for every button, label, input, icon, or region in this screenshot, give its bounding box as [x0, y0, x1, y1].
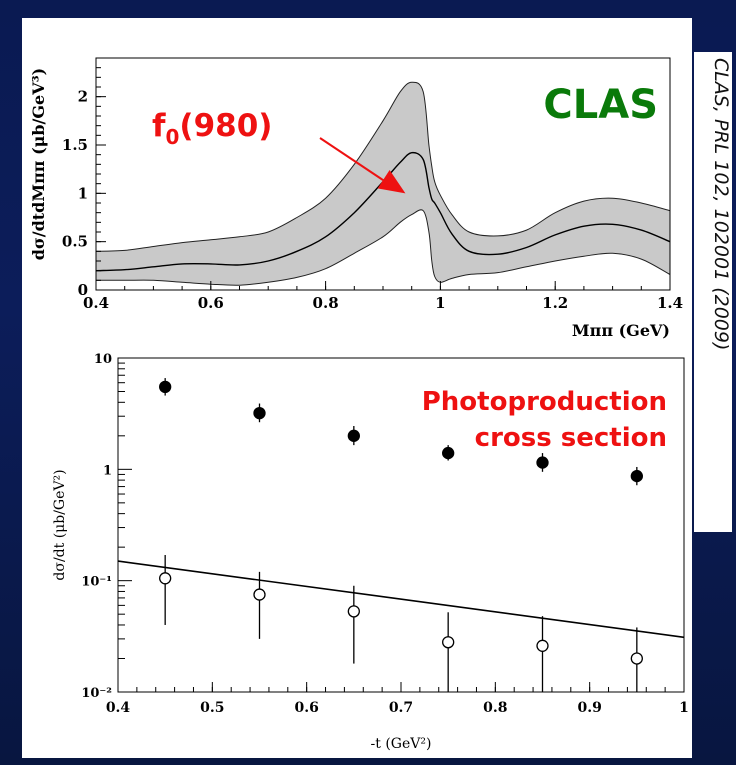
y-tick-label: 1 [78, 184, 88, 202]
x-tick-label: 0.4 [83, 294, 109, 312]
y-tick-label: 0 [78, 281, 88, 299]
open-point [253, 588, 266, 601]
axis-ticks: 0.4 0.5 0.6 0.7 0.8 0.9 1 10⁻² 10⁻¹ 1 10 [81, 352, 689, 716]
y-axis-label: dσ/dt (μb/GeV²) [52, 469, 68, 580]
open-point [442, 636, 455, 649]
arrow-head [377, 169, 406, 194]
x-tick-label: 0.9 [577, 700, 601, 716]
filled-point [253, 406, 266, 420]
y-tick-label: 10⁻² [81, 686, 112, 701]
annotation-subscript: 0 [166, 125, 180, 149]
x-tick-label: 1.2 [542, 294, 568, 312]
x-tick-label: 0.6 [198, 294, 224, 312]
annotation-arrow [319, 137, 406, 194]
filled-point [159, 380, 172, 394]
annotation-f: f [152, 108, 166, 144]
x-axis-label: -t (GeV²) [371, 736, 432, 752]
annotation-suffix: (980) [179, 108, 272, 144]
mass-spectrum-chart: 0.4 0.6 0.8 1 1.2 1.4 0 0.5 1 1.5 2 Mππ (GeV) dσ/d… [29, 57, 683, 340]
x-tick-label: 0.7 [389, 700, 413, 716]
filled-point [442, 446, 455, 460]
clas-label: CLAS [543, 82, 658, 128]
y-tick-label: 2 [78, 88, 88, 106]
filled-point [630, 469, 643, 483]
filled-point [536, 456, 549, 469]
x-axis-label: Mππ (GeV) [572, 321, 670, 340]
x-tick-label: 0.5 [200, 700, 224, 716]
central-curve [95, 151, 671, 272]
x-tick-label: 1 [435, 294, 445, 312]
cross-section-label: cross section [475, 423, 667, 453]
y-tick-label: 10⁻¹ [81, 575, 112, 590]
x-tick-label: 1 [679, 700, 689, 716]
open-point [536, 639, 549, 652]
open-point [630, 652, 643, 665]
y-tick-label: 1.5 [62, 136, 88, 154]
x-tick-label: 0.6 [294, 700, 318, 716]
x-tick-label: 1.4 [657, 294, 683, 312]
y-tick-label: 0.5 [62, 233, 88, 251]
y-axis-label: dσ/dtdMππ (μb/GeV³) [29, 68, 48, 260]
citation: CLAS, PRL 102, 102001 (2009) [694, 52, 732, 532]
f0-980-annotation: f0(980) [152, 108, 272, 149]
cross-section-chart: 0.4 0.5 0.6 0.7 0.8 0.9 1 10⁻² 10⁻¹ 1 10 -t (GeV²)… [52, 352, 689, 752]
x-tick-label: 0.8 [313, 294, 339, 312]
arrow-shaft [319, 137, 390, 186]
y-tick-label: 1 [103, 463, 112, 478]
data-series [117, 378, 685, 692]
axis-ticks: 0.4 0.6 0.8 1 1.2 1.4 0 0.5 1 1.5 2 [62, 57, 683, 312]
figure-svg: 0.4 0.6 0.8 1 1.2 1.4 0 0.5 1 1.5 2 Mππ (GeV) dσ/d… [29, 57, 689, 752]
open-point [347, 605, 360, 618]
figure-panel: 0.4 0.6 0.8 1 1.2 1.4 0 0.5 1 1.5 2 Mππ (GeV) dσ/d… [22, 18, 692, 758]
filled-point [347, 429, 360, 442]
open-point [159, 572, 172, 585]
x-tick-label: 0.8 [483, 700, 507, 716]
model-curve [117, 560, 685, 639]
photoproduction-label: Photoproduction [422, 387, 667, 417]
x-tick-label: 0.4 [106, 700, 131, 716]
y-tick-label: 10 [94, 352, 112, 367]
